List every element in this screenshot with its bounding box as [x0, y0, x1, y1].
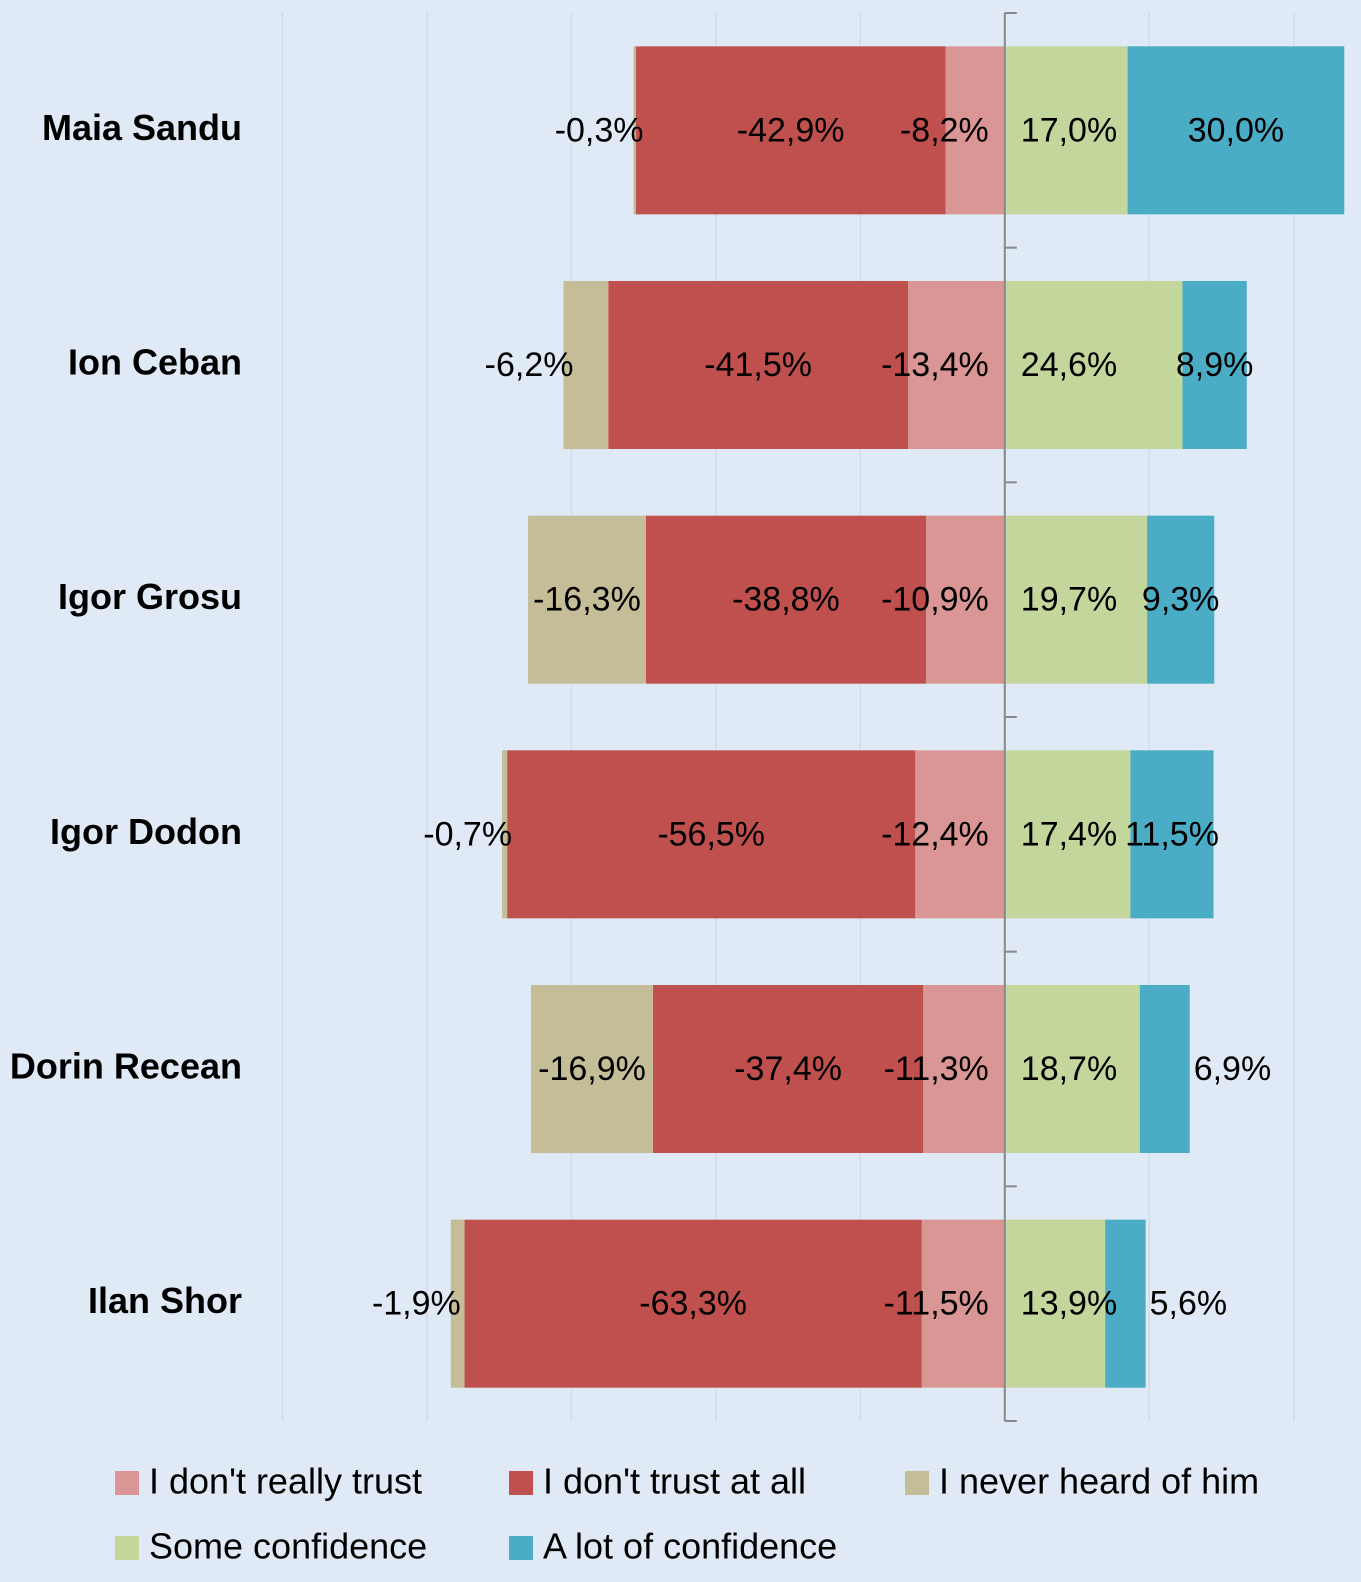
bar-segment — [1004, 281, 1183, 449]
data-label: -10,9% — [881, 581, 989, 619]
bar-segment — [633, 46, 636, 215]
legend-label: Some confidence — [149, 1526, 427, 1567]
data-label: -8,2% — [900, 111, 989, 149]
bar-segment — [530, 985, 654, 1153]
bar-segment — [1139, 985, 1190, 1153]
legend-swatch — [115, 1471, 139, 1495]
legend-swatch — [115, 1536, 139, 1560]
bar-segment — [915, 750, 1005, 919]
data-label: 9,3% — [1142, 581, 1220, 619]
bars — [450, 46, 1345, 1388]
category-label: Maia Sandu — [42, 107, 242, 148]
bar-segment — [608, 281, 909, 449]
data-label: 19,7% — [1021, 581, 1117, 619]
bar-segment — [1004, 985, 1140, 1153]
bar-segment — [502, 750, 508, 919]
legend-swatch — [509, 1471, 533, 1495]
category-label: Igor Grosu — [58, 576, 242, 617]
legend-label: A lot of confidence — [543, 1526, 837, 1567]
data-label: -12,4% — [881, 815, 989, 853]
legend-swatch — [905, 1471, 929, 1495]
bar-segment — [1004, 750, 1131, 919]
bar-segment — [1105, 1219, 1146, 1388]
bar-segment — [1182, 281, 1247, 449]
bar-segment — [908, 281, 1005, 449]
data-label: 30,0% — [1188, 111, 1284, 149]
bar-segment — [464, 1219, 922, 1388]
bar-segment — [945, 46, 1005, 215]
data-label: -6,2% — [485, 346, 574, 384]
legend-label: I don't trust at all — [543, 1461, 806, 1502]
data-label: 11,5% — [1125, 815, 1219, 853]
legend-label: I don't really trust — [149, 1461, 422, 1502]
data-label: 8,9% — [1176, 346, 1254, 384]
bar-segment — [1127, 46, 1345, 215]
category-label: Ilan Shor — [88, 1280, 242, 1321]
data-label: -56,5% — [657, 815, 765, 853]
data-label: -11,3% — [884, 1050, 989, 1088]
bar-segment — [921, 1219, 1005, 1388]
bar-segment — [653, 985, 924, 1153]
bar-segment — [635, 46, 946, 215]
bar-segment — [1004, 46, 1128, 215]
data-label: -11,5% — [884, 1285, 989, 1323]
data-label: -16,9% — [538, 1050, 646, 1088]
data-label: 24,6% — [1021, 346, 1117, 384]
legend-label: I never heard of him — [939, 1461, 1259, 1502]
category-label: Dorin Recean — [10, 1046, 242, 1087]
data-label: -63,3% — [639, 1285, 747, 1323]
bar-segment — [450, 1219, 465, 1388]
data-label: 6,9% — [1194, 1050, 1272, 1088]
data-label: 17,0% — [1021, 111, 1117, 149]
data-label: 17,4% — [1021, 815, 1117, 853]
bar-segment — [923, 985, 1005, 1153]
category-label: Igor Dodon — [50, 811, 242, 852]
data-label: -0,7% — [423, 815, 512, 853]
bar-segment — [1130, 750, 1214, 919]
data-label: 18,7% — [1021, 1050, 1117, 1088]
bar-segment — [528, 515, 646, 684]
data-label: -41,5% — [704, 346, 812, 384]
bar-segment — [1004, 1219, 1106, 1388]
bar-segment — [926, 515, 1005, 684]
bar-segment — [507, 750, 916, 919]
data-label: 13,9% — [1021, 1285, 1117, 1323]
data-label: -16,3% — [533, 581, 641, 619]
data-label: -37,4% — [734, 1050, 842, 1088]
data-label: -13,4% — [881, 346, 989, 384]
data-label: -42,9% — [737, 111, 845, 149]
bar-segment — [563, 281, 609, 449]
legend-swatch — [509, 1536, 533, 1560]
category-label: Ion Ceban — [68, 342, 242, 383]
bar-segment — [645, 515, 927, 684]
data-label: -1,9% — [372, 1285, 461, 1323]
data-label: -38,8% — [732, 581, 840, 619]
data-label: -0,3% — [555, 111, 644, 149]
bar-segment — [1147, 515, 1215, 684]
bar-segment — [1004, 515, 1148, 684]
data-label: 5,6% — [1150, 1285, 1228, 1323]
